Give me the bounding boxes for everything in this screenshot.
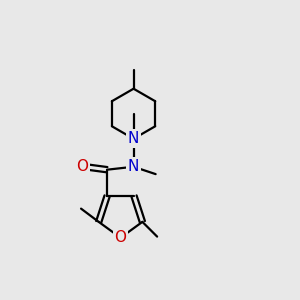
Text: N: N xyxy=(128,159,139,174)
Text: O: O xyxy=(115,230,127,245)
Text: O: O xyxy=(76,159,88,174)
Text: N: N xyxy=(128,131,139,146)
